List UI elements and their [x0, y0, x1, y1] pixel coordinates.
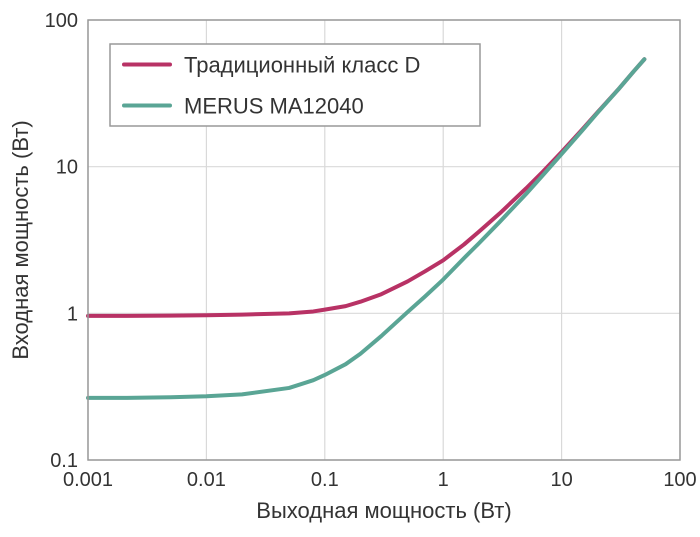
- x-axis-label: Выходная мощность (Вт): [256, 498, 511, 523]
- power-chart: 0.001 0.01 0.1 1 10 100 0.1 1 10 100 Выходная мо…: [0, 0, 700, 537]
- y-axis-label: Входная мощность (Вт): [8, 120, 33, 359]
- x-tick-label: 0.01: [187, 469, 226, 491]
- y-tick-label: 100: [45, 10, 78, 32]
- x-tick-label: 10: [550, 469, 572, 491]
- chart-container: 0.001 0.01 0.1 1 10 100 0.1 1 10 100 Выходная мо…: [0, 0, 700, 537]
- x-tick-labels: 0.001 0.01 0.1 1 10 100: [63, 469, 697, 491]
- x-tick-label: 0.1: [311, 469, 339, 491]
- legend-label: MERUS MA12040: [184, 94, 364, 119]
- y-tick-labels: 0.1 1 10 100: [45, 10, 78, 472]
- x-tick-label: 1: [438, 469, 449, 491]
- legend-label: Традиционный класс D: [184, 53, 420, 78]
- y-tick-label: 0.1: [50, 450, 78, 472]
- legend: Традиционный класс D MERUS MA12040: [110, 44, 480, 126]
- x-tick-label: 100: [663, 469, 696, 491]
- x-tick-label: 0.001: [63, 469, 113, 491]
- y-tick-label: 10: [56, 157, 78, 179]
- y-tick-label: 1: [67, 303, 78, 325]
